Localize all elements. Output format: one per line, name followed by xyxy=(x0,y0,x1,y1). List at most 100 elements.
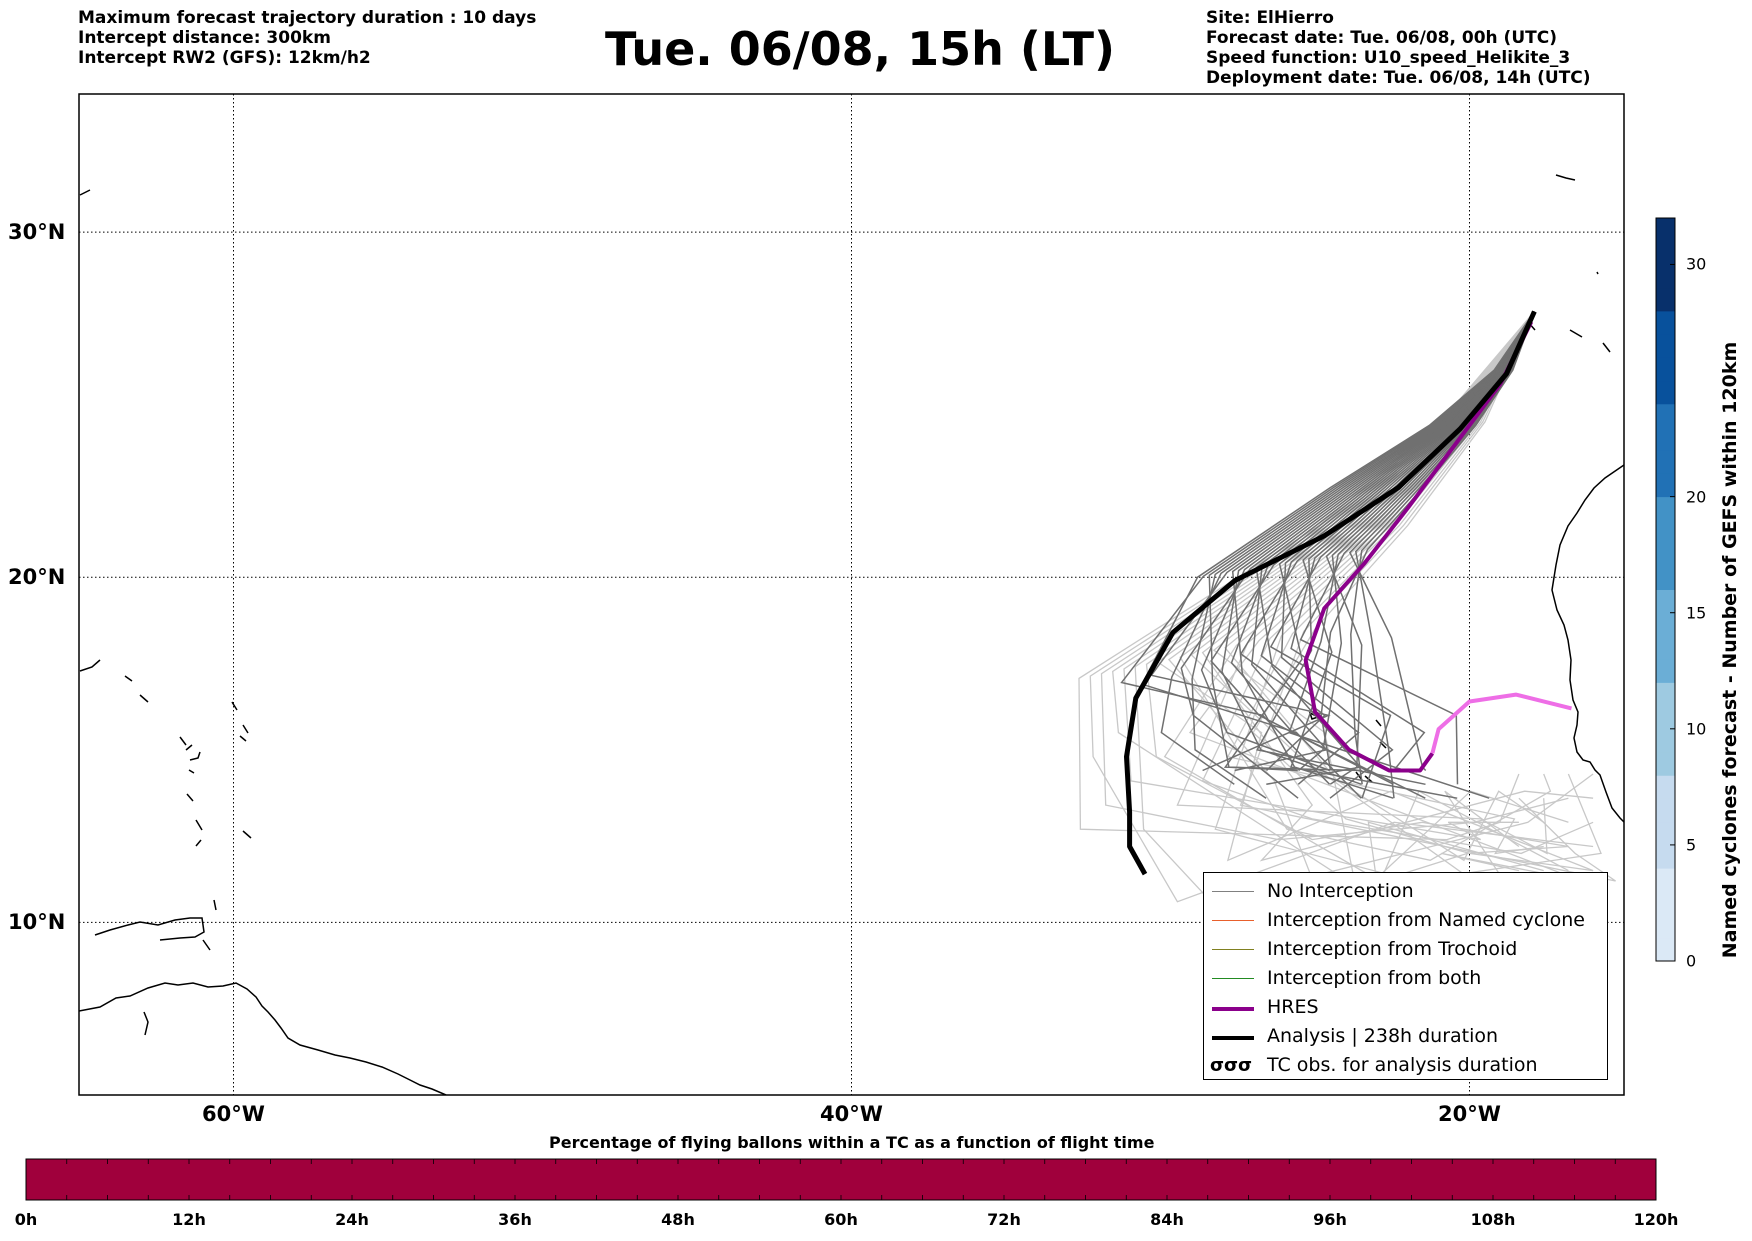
colorbar-segment xyxy=(1656,519,1675,544)
colorbar-segment xyxy=(1656,844,1675,869)
legend-label: HRES xyxy=(1267,996,1319,1018)
trajectories xyxy=(1078,310,1616,925)
lon-label: 60°W xyxy=(202,1102,265,1126)
legend: No Interception Interception from Named c… xyxy=(1203,872,1608,1080)
flight-time-tick: 0h xyxy=(14,1210,38,1229)
lat-label: 10°N xyxy=(8,910,66,935)
flight-time-tick: 24h xyxy=(335,1210,369,1229)
colorbar-segment xyxy=(1656,403,1675,428)
colorbar-segment xyxy=(1656,868,1675,892)
legend-item: Interception from Named cyclone xyxy=(1204,906,1607,935)
legend-swatch xyxy=(1212,1007,1254,1011)
flight-time-tick: 72h xyxy=(987,1210,1021,1229)
colorbar-segment xyxy=(1656,705,1675,730)
cape-verde-islands xyxy=(1308,711,1387,783)
named-cyclones-tick: 20 xyxy=(1686,487,1707,507)
colorbar-segment xyxy=(1656,380,1675,405)
lon-label: 20°W xyxy=(1438,1102,1501,1126)
max-duration-text: Maximum forecast trajectory duration : 1… xyxy=(78,8,537,28)
forecast-date-text: Forecast date: Tue. 06/08, 00h (UTC) xyxy=(1206,28,1557,48)
colorbar-segment xyxy=(1656,566,1675,590)
colorbar-segment xyxy=(1656,426,1675,451)
colorbar-segment xyxy=(1656,659,1675,683)
south-america-coastline xyxy=(79,982,447,1095)
named-cyclones-tick: 0 xyxy=(1686,951,1697,971)
colorbar-segment xyxy=(1656,264,1675,289)
hres-track xyxy=(1303,320,1534,773)
legend-item: Analysis | 238h duration xyxy=(1204,1022,1607,1051)
named-cyclones-colorbar xyxy=(1655,217,1676,962)
site-text: Site: ElHierro xyxy=(1206,8,1334,28)
named-cyclones-tick: 10 xyxy=(1686,719,1707,739)
flight-time-tick: 120h xyxy=(1633,1210,1679,1229)
lon-label: 40°W xyxy=(820,1102,883,1126)
legend-swatch xyxy=(1212,1036,1254,1040)
header-left: Maximum forecast trajectory duration : 1… xyxy=(78,8,536,68)
tc-obs-icon: σσσ xyxy=(1210,1055,1253,1076)
flight-time-tick: 36h xyxy=(498,1210,532,1229)
colorbar-segment xyxy=(1656,937,1675,962)
colorbar-segment xyxy=(1656,241,1675,265)
legend-label: No Interception xyxy=(1267,880,1414,902)
legend-item: Interception from both xyxy=(1204,964,1607,993)
legend-label: Interception from Named cyclone xyxy=(1267,909,1585,931)
flight-time-tick: 96h xyxy=(1313,1210,1347,1229)
speed-function-text: Speed function: U10_speed_Helikite_3 xyxy=(1206,48,1571,68)
intercept-distance-text: Intercept distance: 300km xyxy=(78,28,331,48)
legend-item: HRES xyxy=(1204,993,1607,1022)
venezuela-coastline xyxy=(94,917,205,941)
flight-time-tick: 108h xyxy=(1470,1210,1516,1229)
colorbar-segment xyxy=(1656,728,1675,753)
coastlines xyxy=(79,174,1624,1095)
colorbar-segment xyxy=(1656,334,1675,358)
lat-label: 30°N xyxy=(8,220,66,245)
colorbar-segment xyxy=(1656,218,1675,242)
gridlines xyxy=(79,94,1624,1095)
flight-time-tick: 48h xyxy=(661,1210,695,1229)
colorbar-segment xyxy=(1656,450,1675,474)
legend-swatch xyxy=(1212,949,1254,950)
legend-swatch xyxy=(1212,920,1254,921)
header-right: Site: ElHierro Forecast date: Tue. 06/08… xyxy=(1206,8,1591,88)
colorbar-segment xyxy=(1656,357,1675,382)
intercept-rw2-text: Intercept RW2 (GFS): 12km/h2 xyxy=(78,48,371,68)
colorbar-segment xyxy=(1656,682,1675,707)
legend-item: σσσ TC obs. for analysis duration xyxy=(1204,1051,1607,1080)
legend-swatch xyxy=(1212,978,1254,979)
named-cyclones-tick: 15 xyxy=(1686,603,1707,623)
flight-time-colorbar-bar xyxy=(25,1158,1657,1201)
legend-item: No Interception xyxy=(1204,877,1607,906)
colorbar-segment xyxy=(1656,612,1675,637)
colorbar-segment xyxy=(1656,775,1675,799)
named-cyclones-tick: 30 xyxy=(1686,254,1707,274)
legend-swatch xyxy=(1212,891,1254,892)
named-cyclones-colorbar-label: Named cyclones forecast - Number of GEFS… xyxy=(1719,341,1741,959)
legend-label: Analysis | 238h duration xyxy=(1267,1025,1499,1047)
main-title: Tue. 06/08, 15h (LT) xyxy=(605,22,1115,76)
colorbar-segment xyxy=(1656,310,1675,335)
named-cyclones-colorbar-frame xyxy=(1655,217,1676,962)
flight-time-colorbar xyxy=(25,1158,1657,1201)
colorbar-segment xyxy=(1656,589,1675,614)
legend-label: Interception from Trochoid xyxy=(1267,938,1518,960)
colorbar-segment xyxy=(1656,752,1675,776)
legend-label: TC obs. for analysis duration xyxy=(1267,1054,1538,1076)
colorbar-segment xyxy=(1656,287,1675,312)
colorbar-segment xyxy=(1656,891,1675,916)
flight-time-tick: 84h xyxy=(1150,1210,1184,1229)
africa-coastline xyxy=(1551,464,1624,823)
flight-time-colorbar-title: Percentage of flying ballons within a TC… xyxy=(549,1133,1155,1152)
flight-time-tick: 12h xyxy=(172,1210,206,1229)
colorbar-segment xyxy=(1656,914,1675,939)
ensemble-track-light xyxy=(1239,311,1616,882)
map-frame xyxy=(78,93,1625,1096)
analysis-track xyxy=(1124,310,1537,876)
flight-time-tick: 60h xyxy=(824,1210,858,1229)
colorbar-segment xyxy=(1656,473,1675,498)
colorbar-segment xyxy=(1656,798,1675,823)
hres-cyclone-segment xyxy=(1430,692,1572,754)
colorbar-segment xyxy=(1656,821,1675,846)
colorbar-segment xyxy=(1656,496,1675,521)
deployment-date-text: Deployment date: Tue. 06/08, 14h (UTC) xyxy=(1206,68,1591,88)
colorbar-segment xyxy=(1656,635,1675,660)
